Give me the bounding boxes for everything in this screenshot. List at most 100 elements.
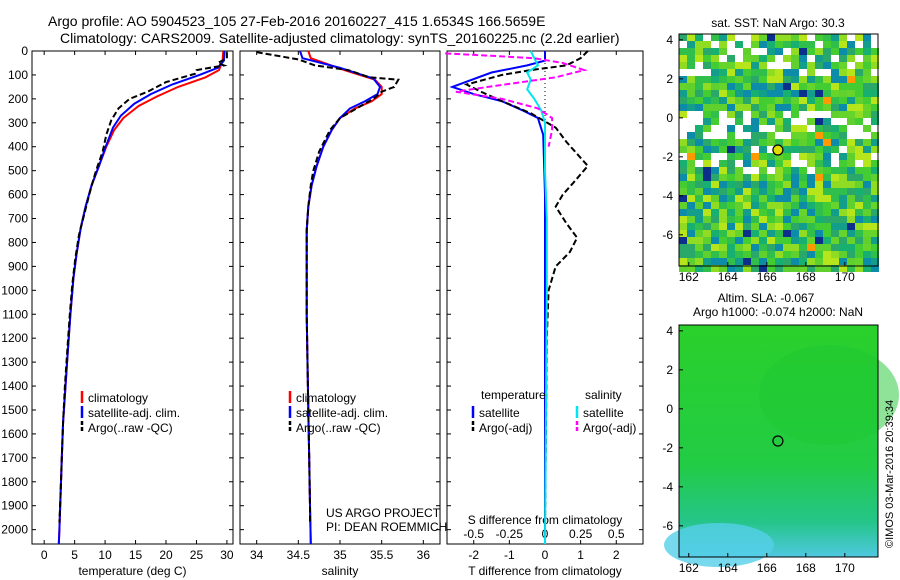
sst-cell [703, 153, 711, 160]
sst-cell [799, 41, 807, 48]
sst-cell [735, 48, 743, 55]
sst-cell [735, 125, 743, 132]
sst-cell [759, 34, 767, 41]
sst-cell [791, 139, 799, 146]
sst-cell [711, 202, 719, 209]
sst-cell [743, 174, 751, 181]
sla-map-lat-label: 0 [666, 402, 673, 416]
sst-cell [799, 209, 807, 216]
sst-cell [719, 223, 727, 230]
depth-tick-label: 1300 [1, 355, 28, 369]
sst-cell [735, 62, 743, 69]
sst-cell [823, 104, 831, 111]
sst-cell [759, 244, 767, 251]
sst-cell [807, 181, 815, 188]
sst-cell [679, 41, 687, 48]
sst-cell [791, 265, 799, 272]
sst-cell [855, 188, 863, 195]
sst-cell [775, 202, 783, 209]
sst-cell [695, 216, 703, 223]
sst-cell [871, 153, 879, 160]
sst-cell [791, 230, 799, 237]
sst-cell [759, 76, 767, 83]
sst-cell [791, 62, 799, 69]
sst-cell [727, 62, 735, 69]
sst-cell [783, 118, 791, 125]
sst-cell [687, 62, 695, 69]
sst-cell [727, 83, 735, 90]
sst-cell [687, 97, 695, 104]
sst-cell [847, 258, 855, 265]
sst-cell [727, 174, 735, 181]
sst-cell [679, 258, 687, 265]
sst-cell [783, 160, 791, 167]
sst-cell [727, 76, 735, 83]
depth-tick-label: 100 [8, 68, 28, 82]
sst-cell [847, 118, 855, 125]
sst-cell [799, 230, 807, 237]
sst-cell [791, 216, 799, 223]
sst-cell [687, 160, 695, 167]
sst-cell [767, 104, 775, 111]
sst-cell [775, 76, 783, 83]
sst-cell [815, 258, 823, 265]
salinity-xlabel: salinity [322, 564, 359, 578]
sst-cell [687, 258, 695, 265]
sst-cell [775, 223, 783, 230]
sst-cell [807, 202, 815, 209]
sst-cell [711, 153, 719, 160]
sst-cell [855, 244, 863, 251]
sst-cell [759, 153, 767, 160]
sst-cell [863, 188, 871, 195]
sst-cell [831, 230, 839, 237]
sst-cell [727, 244, 735, 251]
sst-cell [863, 174, 871, 181]
sst-cell [775, 209, 783, 216]
sst-cell [759, 167, 767, 174]
sst-cell [767, 209, 775, 216]
salinity-xtick-label: 35 [333, 548, 347, 562]
sst-cell [775, 258, 783, 265]
sst-cell [847, 202, 855, 209]
sst-cell [727, 139, 735, 146]
sst-cell [863, 55, 871, 62]
sst-cell [815, 90, 823, 97]
sst-cell [743, 69, 751, 76]
sst-cell [695, 181, 703, 188]
sst-cell [735, 90, 743, 97]
sst-cell [799, 223, 807, 230]
sst-cell [711, 139, 719, 146]
sst-cell [775, 62, 783, 69]
sst-cell [855, 111, 863, 118]
sst-cell [791, 111, 799, 118]
sst-cell [855, 223, 863, 230]
sst-cell [871, 90, 879, 97]
sst-cell [831, 34, 839, 41]
sst-cell [695, 55, 703, 62]
sst-cell [815, 230, 823, 237]
sst-cell [791, 90, 799, 97]
sst-cell [791, 48, 799, 55]
sst-cell [695, 111, 703, 118]
sst-cell [679, 69, 687, 76]
sst-cell [703, 125, 711, 132]
sst-cell [751, 83, 759, 90]
sst-cell [719, 216, 727, 223]
sst-cell [831, 97, 839, 104]
sst-cell [791, 209, 799, 216]
sst-cell [751, 69, 759, 76]
sst-cell [783, 258, 791, 265]
sst-cell [751, 223, 759, 230]
sst-cell [767, 132, 775, 139]
sla-patch [759, 345, 899, 445]
depth-tick-label: 1100 [2, 307, 28, 321]
sst-cell [831, 167, 839, 174]
sst-cell [727, 125, 735, 132]
sst-cell [807, 104, 815, 111]
sst-cell [847, 83, 855, 90]
sst-cell [839, 118, 847, 125]
sst-cell [863, 132, 871, 139]
sst-cell [679, 125, 687, 132]
sst-cell [735, 83, 743, 90]
sst-cell [719, 244, 727, 251]
